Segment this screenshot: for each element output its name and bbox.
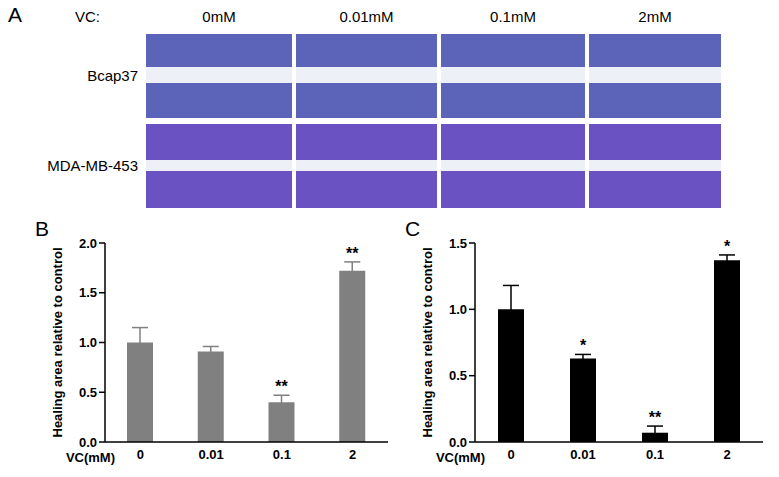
svg-text:A: A xyxy=(8,3,22,26)
svg-text:2mM: 2mM xyxy=(638,8,671,25)
svg-text:1.0: 1.0 xyxy=(79,335,97,350)
svg-text:0.01mM: 0.01mM xyxy=(339,8,393,25)
svg-text:1.0: 1.0 xyxy=(449,302,467,317)
svg-text:Healing area relative to contr: Healing area relative to control xyxy=(420,247,435,437)
svg-text:1.5: 1.5 xyxy=(449,236,467,251)
html-text:C: C xyxy=(405,217,421,240)
svg-text:0.5: 0.5 xyxy=(79,385,97,400)
svg-text:2.0: 2.0 xyxy=(79,236,97,251)
svg-text:2: 2 xyxy=(349,447,356,462)
svg-text:0.01: 0.01 xyxy=(198,447,223,462)
svg-text:VC:: VC: xyxy=(75,8,100,25)
svg-text:**: ** xyxy=(346,245,359,262)
svg-text:0.1mM: 0.1mM xyxy=(490,8,536,25)
svg-text:0: 0 xyxy=(507,447,514,462)
svg-text:Bcap37: Bcap37 xyxy=(87,67,138,84)
svg-text:**: ** xyxy=(275,378,288,395)
svg-text:MDA-MB-453: MDA-MB-453 xyxy=(47,157,138,174)
svg-text:*: * xyxy=(580,337,587,354)
svg-text:0.0: 0.0 xyxy=(79,435,97,450)
svg-text:0.1: 0.1 xyxy=(646,447,664,462)
svg-text:2: 2 xyxy=(723,447,730,462)
svg-text:0.5: 0.5 xyxy=(449,368,467,383)
svg-text:0: 0 xyxy=(137,447,144,462)
svg-text:*: * xyxy=(724,238,731,255)
svg-text:0.1: 0.1 xyxy=(273,447,291,462)
svg-text:Healing area relative to contr: Healing area relative to control xyxy=(50,247,65,437)
svg-text:1.5: 1.5 xyxy=(79,285,97,300)
svg-text:VC(mM): VC(mM) xyxy=(436,450,485,465)
svg-text:**: ** xyxy=(649,409,662,426)
svg-text:0.01: 0.01 xyxy=(570,447,595,462)
html-text:B: B xyxy=(35,217,49,240)
svg-text:0.0: 0.0 xyxy=(449,435,467,450)
svg-text:0mM: 0mM xyxy=(202,8,235,25)
svg-text:VC(mM): VC(mM) xyxy=(66,450,115,465)
